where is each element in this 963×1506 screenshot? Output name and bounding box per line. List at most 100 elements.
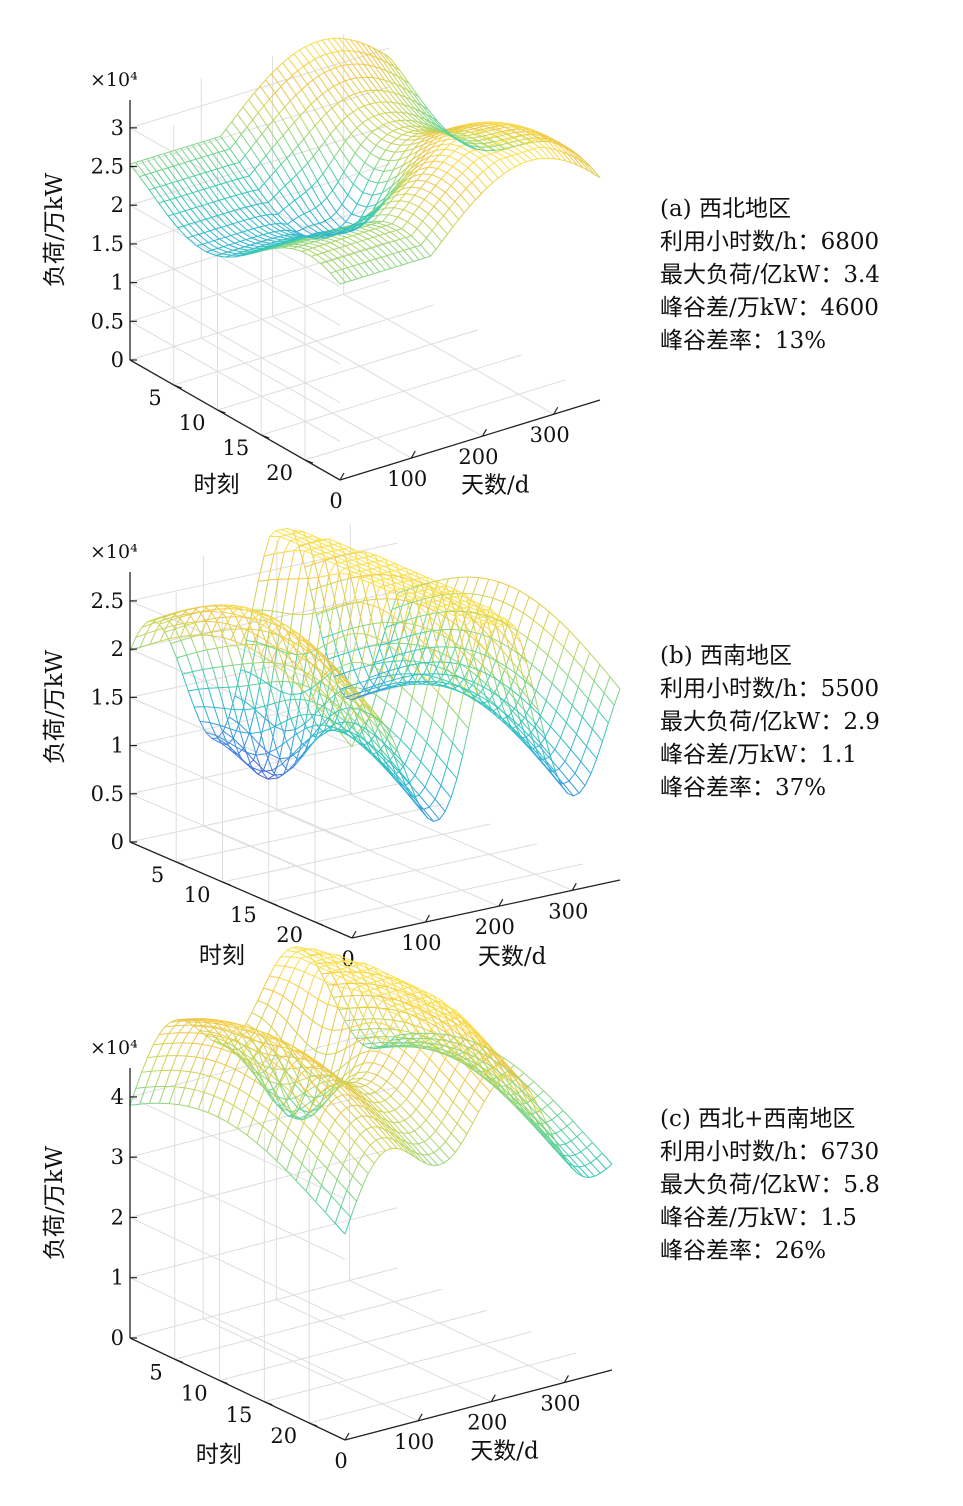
mesh-segment bbox=[324, 69, 331, 74]
mesh-segment bbox=[366, 685, 374, 695]
mesh-segment bbox=[394, 150, 405, 153]
mesh-segment bbox=[326, 607, 337, 612]
mesh-segment bbox=[497, 140, 504, 144]
mesh-segment bbox=[382, 999, 389, 1002]
mesh-segment bbox=[220, 636, 232, 641]
mesh-segment bbox=[234, 208, 241, 211]
mesh-segment bbox=[286, 75, 293, 82]
mesh-segment bbox=[462, 728, 469, 756]
mesh-segment bbox=[466, 593, 474, 612]
mesh-segment bbox=[487, 615, 498, 621]
mesh-segment bbox=[293, 530, 304, 532]
mesh-segment bbox=[525, 132, 532, 135]
mesh-segment bbox=[465, 631, 472, 650]
mesh-segment bbox=[310, 713, 318, 726]
mesh-segment bbox=[561, 675, 569, 695]
mesh-segment bbox=[445, 585, 457, 591]
mesh-segment bbox=[234, 695, 246, 702]
mesh-segment bbox=[458, 716, 469, 730]
mesh-segment bbox=[472, 131, 479, 135]
mesh-segment bbox=[343, 548, 354, 554]
mesh-segment bbox=[180, 634, 191, 638]
mesh-segment bbox=[334, 721, 345, 725]
mesh-segment bbox=[534, 727, 546, 739]
mesh-segment bbox=[258, 743, 270, 755]
mesh-segment bbox=[398, 642, 409, 645]
mesh-segment bbox=[397, 251, 409, 264]
mesh-segment bbox=[206, 251, 217, 256]
mesh-segment bbox=[478, 130, 485, 133]
mesh-segment bbox=[337, 99, 344, 104]
mesh-segment bbox=[343, 693, 350, 700]
mesh-segment bbox=[508, 140, 519, 144]
z-tick-label: 2 bbox=[111, 637, 124, 661]
mesh-segment bbox=[279, 757, 290, 760]
mesh-segment bbox=[348, 572, 355, 575]
mesh-segment bbox=[400, 119, 411, 127]
mesh-segment bbox=[357, 723, 365, 734]
mesh-segment bbox=[186, 194, 197, 208]
z-tick-label: 1 bbox=[111, 271, 124, 295]
mesh-segment bbox=[439, 198, 450, 209]
mesh-segment bbox=[422, 213, 429, 222]
mesh-segment bbox=[313, 148, 320, 157]
mesh-segment bbox=[216, 611, 223, 623]
mesh-segment bbox=[211, 216, 222, 228]
mesh-segment bbox=[401, 228, 412, 237]
mesh-segment bbox=[259, 85, 270, 100]
mesh-segment bbox=[174, 628, 182, 641]
mesh-segment bbox=[412, 584, 419, 587]
mesh-segment bbox=[369, 65, 380, 79]
mesh-segment bbox=[358, 735, 370, 744]
mesh-segment bbox=[418, 990, 426, 1003]
mesh-segment bbox=[410, 161, 421, 170]
mesh-segment bbox=[380, 68, 387, 72]
mesh-segment bbox=[342, 224, 353, 228]
mesh-segment bbox=[417, 603, 428, 608]
mesh-segment bbox=[282, 981, 290, 997]
mesh-segment bbox=[238, 701, 246, 724]
mesh-segment bbox=[416, 707, 423, 732]
mesh-segment bbox=[374, 658, 385, 664]
mesh-segment bbox=[329, 970, 336, 973]
surface-mesh bbox=[129, 37, 601, 285]
mesh-segment bbox=[280, 691, 292, 696]
mesh-segment bbox=[354, 692, 366, 705]
mesh-segment bbox=[210, 635, 221, 638]
mesh-segment bbox=[293, 53, 304, 67]
mesh-segment bbox=[270, 223, 276, 225]
mesh-segment bbox=[485, 615, 493, 640]
mesh-segment bbox=[370, 206, 381, 215]
mesh-segment bbox=[592, 728, 603, 742]
mesh-segment bbox=[489, 126, 496, 130]
mesh-segment bbox=[291, 237, 302, 241]
mesh-segment bbox=[404, 144, 411, 152]
mesh-segment bbox=[532, 603, 540, 621]
mesh-segment bbox=[320, 53, 327, 57]
mesh-segment bbox=[252, 1102, 260, 1119]
mesh-segment bbox=[243, 218, 250, 221]
mesh-segment bbox=[321, 1004, 329, 1028]
mesh-segment bbox=[223, 244, 230, 248]
mesh-segment bbox=[355, 730, 366, 741]
mesh-segment bbox=[553, 620, 560, 638]
mesh-segment bbox=[278, 113, 290, 130]
mesh-segment bbox=[395, 176, 406, 188]
mesh-segment bbox=[203, 141, 214, 155]
mesh-segment bbox=[456, 610, 468, 613]
mesh-segment bbox=[267, 777, 278, 780]
mesh-segment bbox=[257, 112, 269, 128]
mesh-segment bbox=[398, 643, 405, 661]
mesh-segment bbox=[493, 139, 503, 143]
mesh-segment bbox=[465, 619, 472, 627]
mesh-segment bbox=[383, 565, 395, 572]
mesh-segment bbox=[538, 603, 550, 613]
mesh-segment bbox=[509, 688, 521, 698]
grid-line bbox=[129, 47, 391, 129]
mesh-segment bbox=[469, 151, 480, 159]
mesh-segment bbox=[330, 557, 341, 564]
mesh-segment bbox=[484, 123, 494, 127]
mesh-segment bbox=[346, 604, 353, 629]
mesh-segment bbox=[367, 717, 375, 733]
mesh-segment bbox=[475, 193, 482, 200]
